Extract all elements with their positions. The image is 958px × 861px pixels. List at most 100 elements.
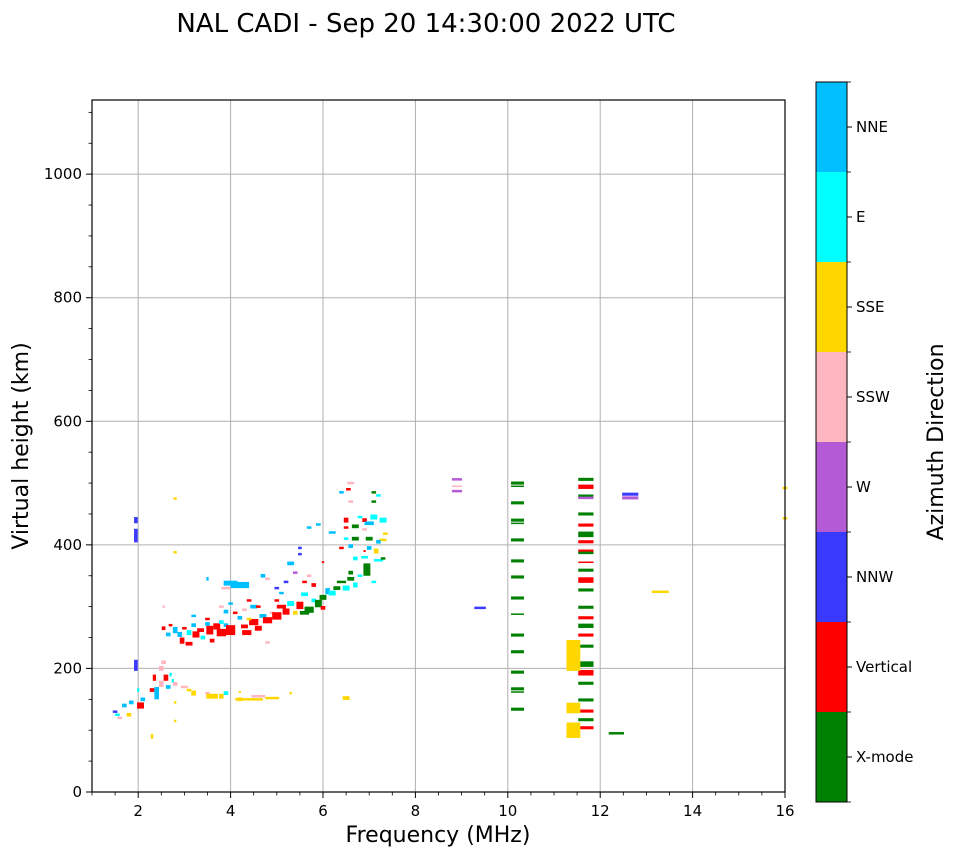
data-mark-vertical	[205, 617, 210, 621]
y-tick-label: 1000	[44, 165, 82, 183]
data-mark-vertical	[578, 523, 594, 527]
data-mark-vertical	[272, 612, 282, 620]
colorbar-swatch-vertical	[816, 622, 847, 712]
data-mark-x-mode	[304, 606, 314, 613]
data-mark-nne	[165, 685, 171, 689]
data-mark-nnw	[112, 710, 118, 713]
data-mark-x-mode	[578, 588, 594, 592]
data-mark-x-mode	[578, 644, 594, 648]
data-mark-vertical	[225, 625, 236, 636]
data-mark-vertical	[232, 611, 238, 615]
y-tick-label: 800	[53, 289, 82, 307]
data-mark-ssw	[205, 691, 210, 695]
data-mark-ssw	[161, 660, 166, 665]
data-mark-nne	[348, 544, 354, 548]
grid-lines	[92, 100, 785, 792]
data-mark-x-mode	[336, 580, 347, 584]
data-mark-ssw	[251, 694, 266, 698]
data-mark-e	[376, 494, 381, 497]
axis-ticks: 2 4 6 8 10 12 14 16 0 200 400 600 800 1000	[44, 111, 795, 820]
data-mark-vertical	[296, 601, 304, 610]
data-mark-nne	[122, 703, 127, 708]
data-mark-x-mode	[511, 613, 524, 615]
data-mark-sse	[235, 698, 263, 701]
data-mark-vertical	[149, 688, 155, 692]
data-mark-x-mode	[578, 512, 594, 516]
data-mark-nnw	[283, 580, 289, 584]
data-mark-x-mode	[380, 557, 386, 560]
data-mark-vertical	[182, 627, 187, 630]
data-mark-x-mode	[351, 524, 359, 529]
data-mark-e	[287, 601, 295, 607]
colorbar-tick-label: NNE	[856, 118, 888, 136]
x-axis-label: Frequency (MHz)	[346, 823, 531, 848]
data-mark-ssw	[348, 500, 354, 503]
data-mark-x-mode	[511, 481, 524, 485]
data-mark-sse	[126, 712, 132, 717]
data-mark-sse	[566, 702, 581, 714]
x-tick-label: 10	[498, 802, 517, 820]
data-mark-x-mode	[578, 605, 594, 609]
data-mark-vertical	[311, 583, 317, 587]
data-mark-nne	[191, 614, 196, 618]
data-mark-ssw	[347, 481, 355, 485]
data-mark-nne	[328, 531, 336, 534]
data-mark-e	[371, 580, 377, 584]
data-mark-x-mode	[365, 536, 373, 541]
data-mark-vertical	[302, 580, 307, 584]
data-mark-e	[343, 537, 349, 540]
data-mark-vertical	[197, 628, 205, 632]
data-mark-vertical	[343, 526, 349, 529]
colorbar: X-mode Vertical NNW W SSW SSE E NNE	[815, 81, 913, 803]
data-mark-e	[357, 574, 363, 577]
data-mark-e	[115, 713, 120, 717]
data-mark-vertical	[213, 623, 221, 630]
data-mark-vertical	[578, 633, 594, 637]
data-mark-x-mode	[511, 650, 524, 654]
data-mark-x-mode	[578, 623, 594, 628]
data-mark-e	[379, 517, 387, 523]
data-mark-e	[342, 585, 350, 591]
data-mark-x-mode	[511, 633, 524, 637]
data-mark-vertical	[578, 484, 594, 489]
data-mark-sse	[150, 733, 154, 739]
data-mark-sse	[566, 722, 581, 738]
data-mark-x-mode	[511, 575, 524, 579]
data-mark-vertical	[242, 630, 252, 636]
data-mark-nne	[237, 615, 243, 620]
data-mark-vertical	[185, 641, 193, 646]
data-mark-nne	[223, 609, 229, 614]
data-mark-sse	[246, 617, 252, 621]
data-mark-sse	[186, 688, 192, 692]
data-mark-w	[451, 489, 463, 493]
data-mark-vertical	[249, 619, 259, 626]
data-mark-sse	[289, 691, 292, 695]
data-mark-vertical	[161, 626, 166, 631]
data-mark-x-mode	[314, 599, 322, 608]
data-mark-x-mode	[511, 596, 524, 600]
colorbar-tick-label: E	[856, 208, 865, 226]
data-mark-vertical	[578, 549, 594, 553]
data-mark-ssw	[265, 577, 270, 581]
data-mark-vertical	[578, 709, 594, 713]
data-mark-nne	[376, 539, 381, 544]
data-mark-x-mode	[511, 559, 524, 563]
data-mark-ssw	[158, 665, 164, 671]
data-mark-x-mode	[511, 691, 524, 693]
data-mark-e	[353, 582, 358, 588]
colorbar-swatch-nne	[816, 82, 847, 172]
data-mark-e	[328, 590, 336, 596]
data-mark-x-mode	[319, 594, 327, 600]
data-mark-e	[171, 678, 175, 683]
colorbar-swatch-x-mode	[816, 712, 847, 802]
data-mark-sse	[173, 551, 177, 554]
data-mark-nne	[306, 526, 312, 529]
data-mark-x-mode	[351, 536, 359, 541]
data-mark-e	[186, 630, 192, 636]
data-mark-nnw	[134, 659, 138, 671]
data-mark-x-mode	[511, 485, 524, 488]
data-mark-ssw	[158, 680, 164, 687]
data-mark-sse	[174, 719, 177, 723]
data-mark-x-mode	[371, 491, 377, 494]
data-mark-nne	[366, 546, 372, 550]
